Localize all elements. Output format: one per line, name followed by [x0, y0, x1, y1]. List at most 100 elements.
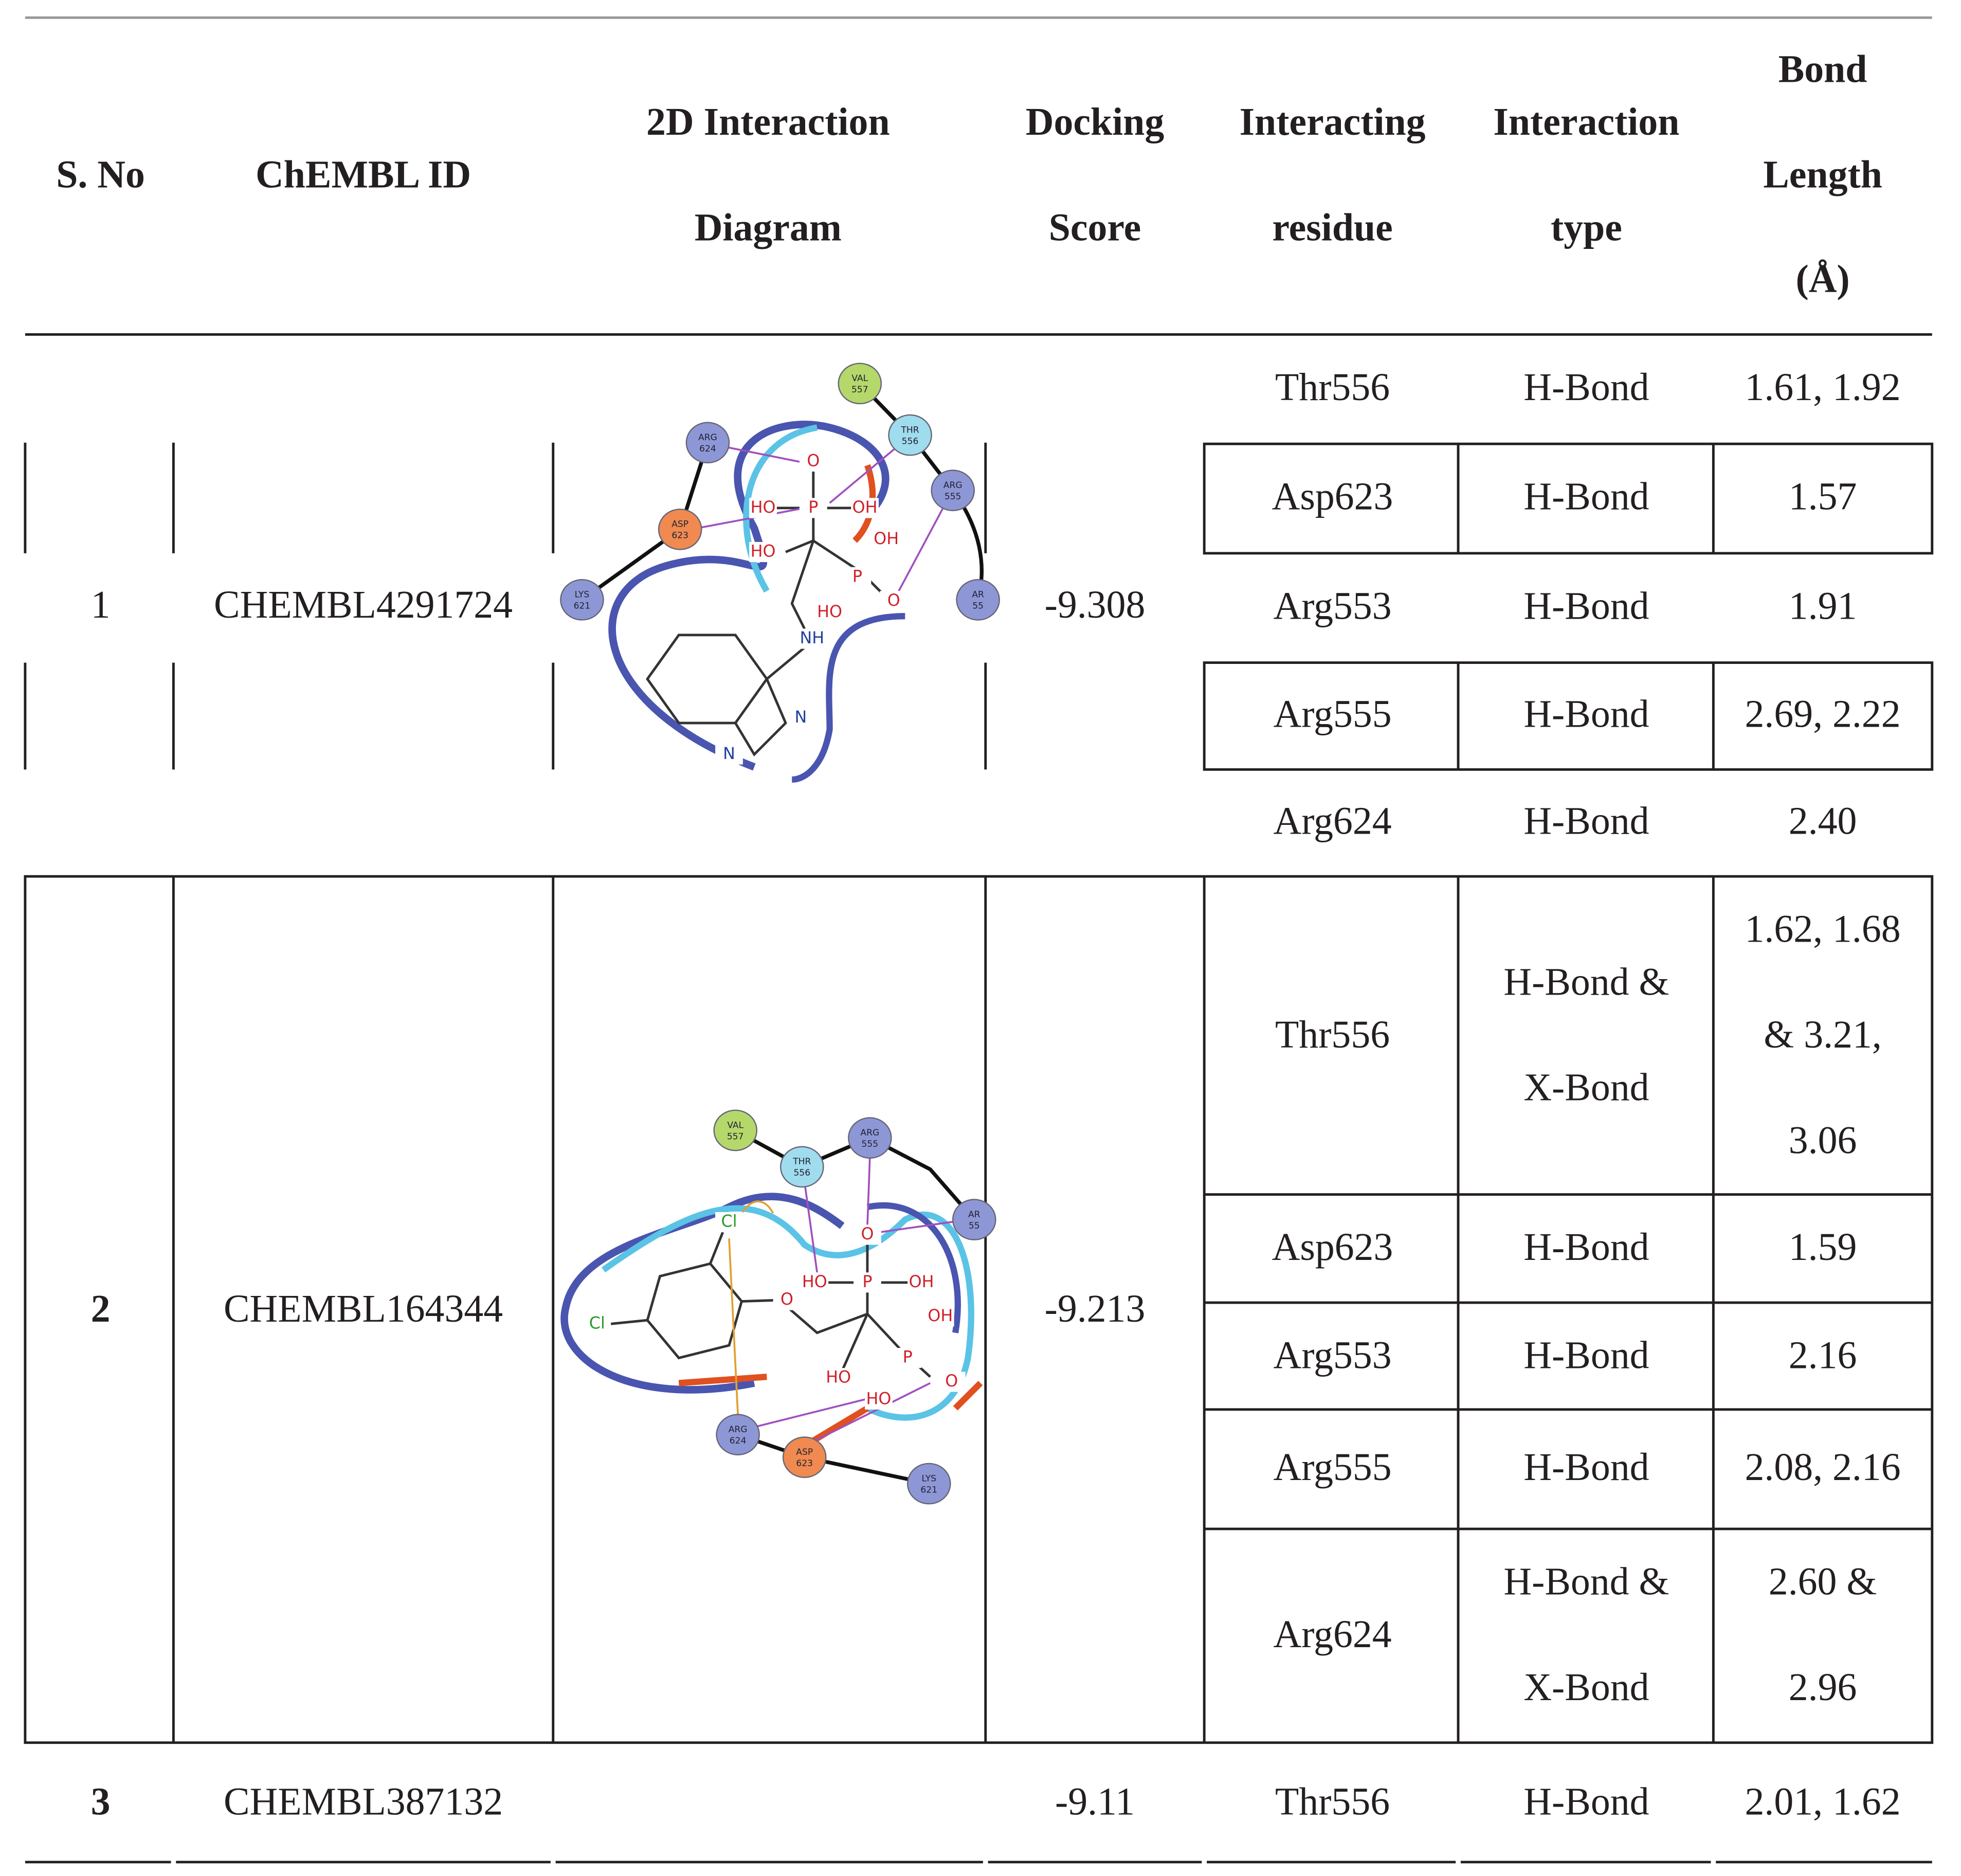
- header-cell: (Å): [1795, 258, 1849, 301]
- row2-box: [24, 875, 1934, 1744]
- atom-bg: [854, 1224, 881, 1245]
- residue-bubble: [956, 579, 1000, 621]
- backbone: [580, 382, 984, 602]
- interaction-arrow: [754, 1157, 968, 1447]
- atom-label: HO: [751, 542, 776, 561]
- atom-bg: [937, 1372, 966, 1392]
- interaction-type: H-Bond: [1523, 799, 1649, 842]
- header-cell: Score: [1049, 206, 1141, 249]
- residue-bubble: [782, 1436, 827, 1478]
- atom-bg: [894, 1348, 922, 1368]
- residue: Arg624: [1273, 799, 1391, 842]
- header-cell: Interaction: [1493, 100, 1679, 143]
- pocket-ribbon: [866, 1202, 961, 1333]
- residue: Arg553: [1273, 1333, 1391, 1377]
- residue-label: 555: [862, 1139, 879, 1149]
- atom-bg: [824, 1368, 852, 1388]
- interaction-type: H-Bond: [1523, 1446, 1649, 1489]
- interaction-length: 1.59: [1789, 1225, 1857, 1269]
- atom-bg: [851, 498, 879, 518]
- halogen-bond: [728, 1200, 774, 1415]
- residue-label: LYS: [575, 590, 590, 600]
- residue: Thr556: [1275, 366, 1390, 409]
- atom-label: HO: [826, 1368, 851, 1387]
- residue-label: 623: [671, 531, 688, 541]
- interaction-length: & 3.21,: [1764, 1013, 1881, 1056]
- interaction-type: X-Bond: [1523, 1666, 1649, 1709]
- residue-bubble: [560, 579, 604, 621]
- interaction-type: H-Bond: [1523, 584, 1649, 627]
- atom-bg: [926, 1306, 954, 1327]
- residue: Asp623: [1272, 1225, 1393, 1269]
- residue-label: ARG: [860, 1128, 879, 1138]
- residue-label: 624: [730, 1436, 747, 1446]
- interaction-length: 1.91: [1789, 584, 1857, 627]
- interaction-length: 1.61, 1.92: [1745, 366, 1901, 409]
- residue: Arg624: [1273, 1613, 1391, 1656]
- atom-bg: [773, 1290, 801, 1310]
- residue: Thr556: [1275, 1780, 1390, 1823]
- interaction-type: H-Bond &: [1503, 1560, 1669, 1603]
- residue-label: VAL: [727, 1120, 743, 1130]
- residue-label: ASP: [671, 519, 688, 530]
- residue-label: AR: [968, 1210, 981, 1220]
- pocket-ribbon: [608, 421, 889, 771]
- header-cell: residue: [1272, 206, 1392, 249]
- interaction-length: 2.01, 1.62: [1745, 1780, 1901, 1823]
- interaction-length: 3.06: [1789, 1119, 1857, 1162]
- atom-bg: [843, 567, 871, 587]
- residue-label: 621: [574, 601, 591, 611]
- atom-label: OH: [852, 498, 878, 517]
- serial-number: 3: [91, 1780, 111, 1823]
- residue: Asp623: [1272, 475, 1393, 518]
- residue-label: 623: [796, 1458, 813, 1469]
- ring: [646, 634, 787, 756]
- residue-label: ARG: [943, 480, 963, 491]
- residue-label: 621: [920, 1485, 937, 1495]
- residue-label: 556: [793, 1168, 810, 1178]
- atom-bg: [907, 1272, 935, 1293]
- atom-label: HO: [751, 498, 776, 517]
- atom-bg: [787, 708, 815, 728]
- pocket-ribbon: [601, 1205, 974, 1421]
- interaction-length: 2.16: [1789, 1333, 1857, 1377]
- pocket-ribbon: [791, 613, 905, 783]
- atom-label: HO: [866, 1390, 892, 1408]
- header-cell: Interacting: [1240, 100, 1426, 143]
- atom-bg: [801, 1272, 829, 1293]
- residue-label: 557: [851, 385, 868, 395]
- atom-label: O: [861, 1225, 874, 1243]
- residue-bubble: [713, 1109, 758, 1151]
- atom-label: P: [852, 567, 862, 586]
- atom-label: OH: [909, 1273, 934, 1291]
- interaction-length: 2.96: [1789, 1666, 1857, 1709]
- pocket-ribbon: [560, 1193, 845, 1394]
- header-cell: type: [1551, 206, 1622, 249]
- interaction-type: H-Bond: [1523, 1780, 1649, 1823]
- interaction-length: 2.60 &: [1769, 1560, 1877, 1603]
- header-cell: S. No: [56, 153, 145, 196]
- interaction-type: X-Bond: [1523, 1066, 1649, 1109]
- residue-bubble: [906, 1463, 951, 1505]
- residue: Arg555: [1273, 1446, 1391, 1489]
- interaction-length: 2.40: [1789, 799, 1857, 842]
- interaction-type: H-Bond: [1523, 475, 1649, 518]
- row1-lines: [24, 442, 1715, 770]
- residue-label: THR: [792, 1157, 811, 1167]
- header-cell: Docking: [1026, 100, 1165, 143]
- chembl-id: CHEMBL387132: [224, 1780, 503, 1823]
- residue-bubble: [658, 509, 702, 550]
- header-cell: Bond: [1778, 47, 1867, 91]
- atom-bg: [815, 602, 844, 623]
- residue: Arg555: [1273, 693, 1391, 736]
- atom-label: N: [795, 708, 807, 727]
- interaction-type: H-Bond: [1523, 1333, 1649, 1377]
- atom-label: NH: [800, 629, 825, 647]
- interaction-length: 2.69, 2.22: [1745, 693, 1901, 736]
- residue-label: 55: [969, 1221, 980, 1231]
- row2-lines: [172, 876, 1932, 1743]
- atom-bg: [715, 744, 743, 765]
- atom-label: O: [780, 1290, 793, 1309]
